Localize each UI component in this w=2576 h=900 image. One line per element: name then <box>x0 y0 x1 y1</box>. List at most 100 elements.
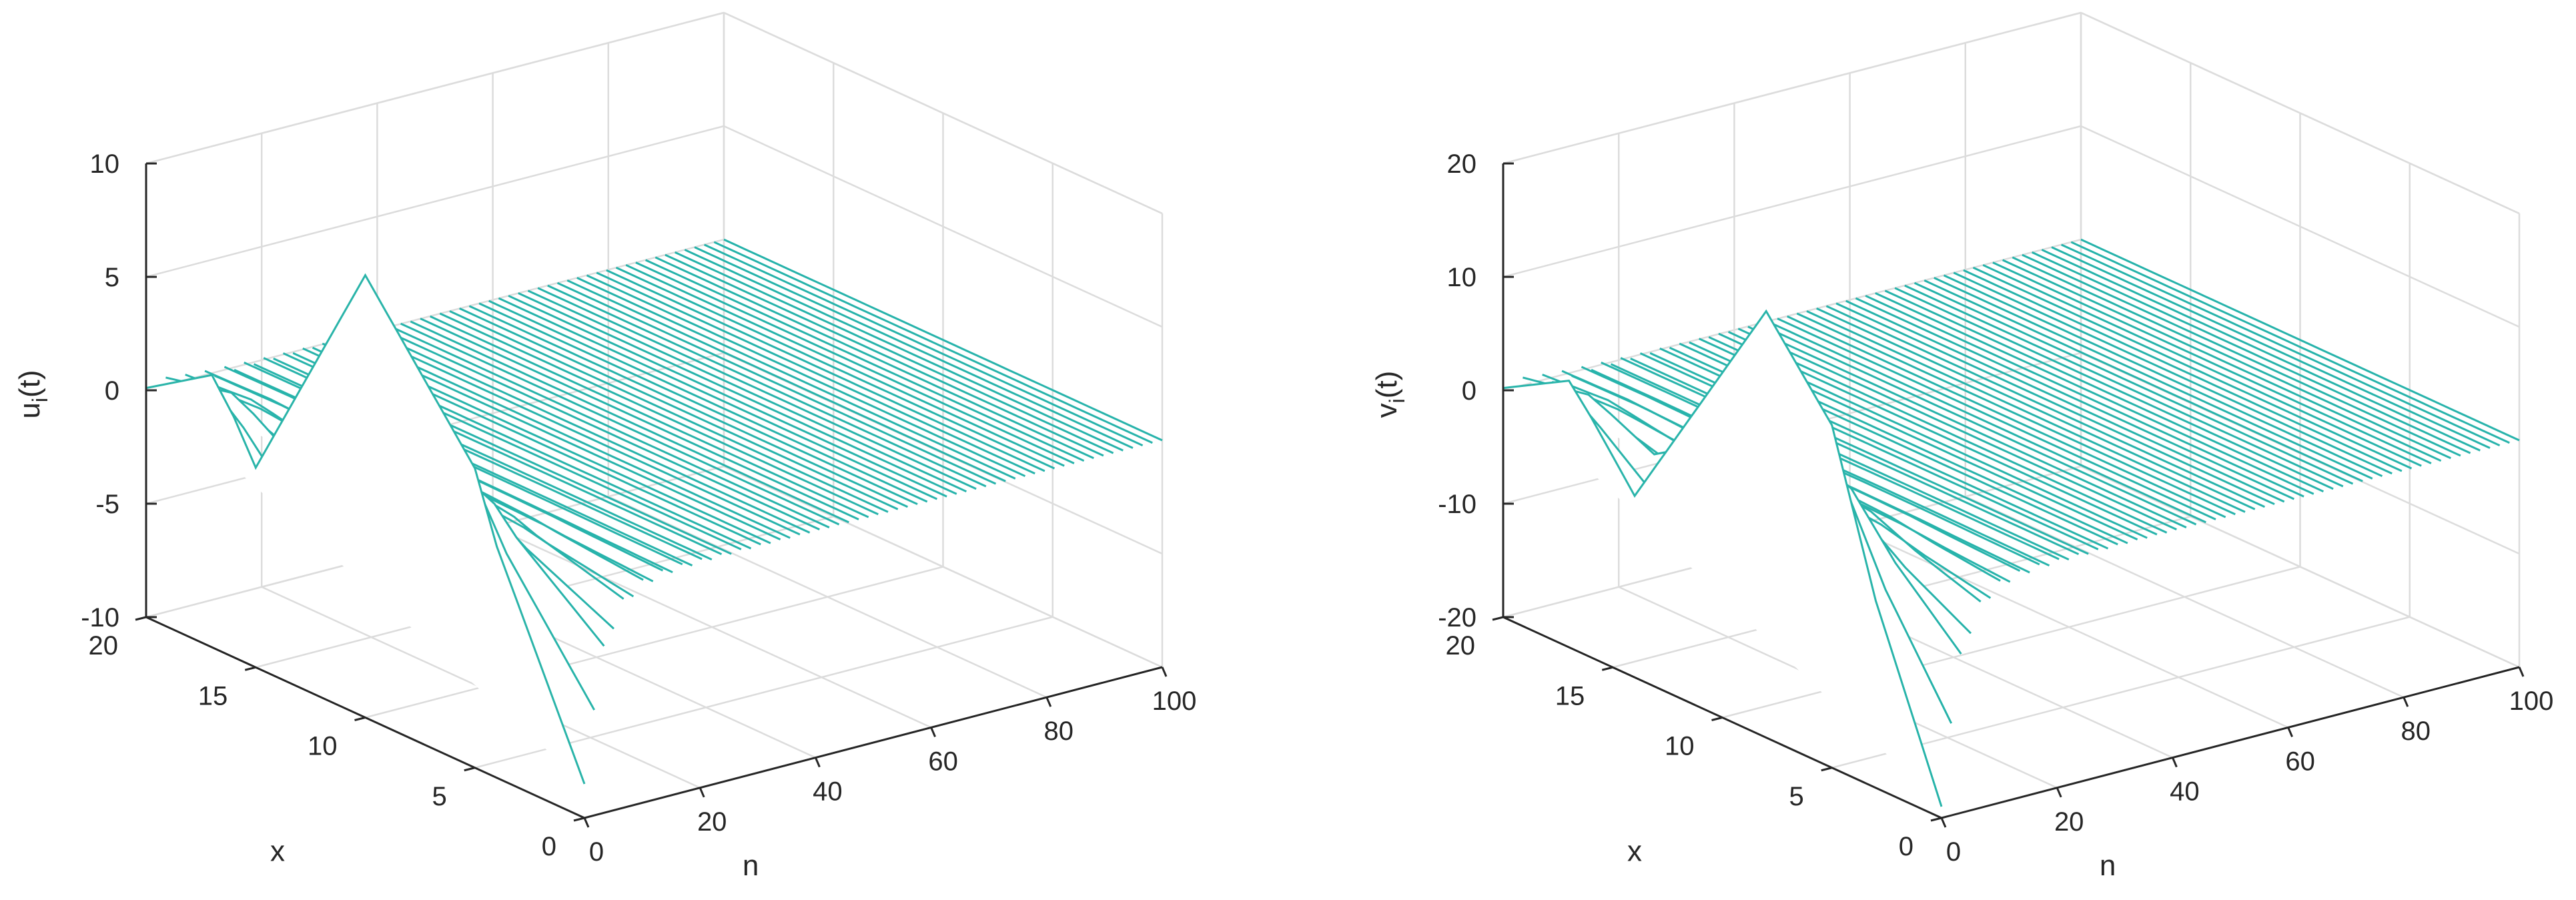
n-tick-label: 80 <box>2401 717 2431 746</box>
series-line <box>1502 309 1943 807</box>
series-line <box>1875 292 2314 495</box>
series-line <box>645 259 1085 462</box>
series-line <box>478 302 918 506</box>
box-edge <box>145 11 725 165</box>
series-line <box>1982 264 2422 467</box>
series-line <box>518 292 957 495</box>
n-tick-label: 100 <box>2509 687 2554 716</box>
grid-line <box>1831 616 2411 769</box>
n-tick <box>1161 666 1168 677</box>
series-line <box>370 331 811 534</box>
z-axis-label: vi(t) <box>1370 371 1409 418</box>
series-line <box>1913 282 2354 485</box>
z-tick-label: -20 <box>1438 603 1476 632</box>
x-tick <box>1930 817 1942 822</box>
series-line <box>1747 326 2187 528</box>
x-tick <box>354 717 366 721</box>
x-tick-label: 10 <box>308 732 338 761</box>
series-line <box>1884 290 2324 493</box>
series-line <box>420 318 859 520</box>
series-line <box>1787 315 2226 518</box>
n-tick <box>1045 697 1052 707</box>
series-line <box>674 251 1114 454</box>
x-tick-label: 15 <box>198 681 228 711</box>
x-tick-label: 0 <box>1899 832 1913 861</box>
grid-line <box>2080 125 2520 328</box>
x-tick <box>464 767 476 772</box>
series-line <box>1825 305 2266 508</box>
series-line <box>1777 318 2216 520</box>
series-line <box>439 312 879 516</box>
n-tick <box>2518 666 2525 677</box>
series-line <box>537 287 977 490</box>
n-tick <box>583 817 590 828</box>
series-line <box>1855 297 2295 500</box>
n-axis-line <box>1941 666 2520 819</box>
series-line <box>694 246 1134 449</box>
grid-line <box>1502 238 2082 392</box>
series-line <box>655 256 1094 460</box>
n-tick-label: 20 <box>2054 807 2084 837</box>
series-line <box>1972 266 2413 470</box>
z-tick-label: 10 <box>1447 263 1477 292</box>
series-line <box>1816 307 2256 510</box>
n-axis-line <box>584 666 1163 819</box>
z-tick-label: 20 <box>1447 149 1477 179</box>
series-line <box>586 274 1026 478</box>
series-line <box>508 294 947 498</box>
n-tick <box>699 787 705 798</box>
x-axis-label: x <box>1627 835 1642 868</box>
x-tick <box>244 666 256 671</box>
series-line <box>2070 241 2510 444</box>
series-line <box>2002 259 2442 462</box>
series-line <box>615 266 1055 470</box>
series-line <box>1992 262 2432 464</box>
grid-line <box>2080 465 2520 668</box>
waterfall-series <box>1502 238 2520 807</box>
series-line <box>665 254 1104 457</box>
x-tick <box>1601 666 1613 671</box>
grid-line <box>723 125 1163 328</box>
n-tick <box>2172 757 2178 768</box>
series-line <box>468 305 909 508</box>
x-tick-label: 20 <box>89 631 119 660</box>
series-line <box>547 284 987 488</box>
series-line <box>2031 251 2471 454</box>
x-tick-label: 10 <box>1665 732 1695 761</box>
grid-line <box>1722 566 2300 719</box>
n-tick <box>2056 787 2062 798</box>
series-line <box>380 328 820 530</box>
z-tick-label: -10 <box>81 603 119 632</box>
series-line <box>145 273 586 785</box>
z-axis-label-main: v <box>1370 403 1403 418</box>
n-tick <box>2287 727 2293 737</box>
n-tick-label: 0 <box>589 837 604 867</box>
series-line <box>713 241 1153 444</box>
z-tick-label: 0 <box>105 376 119 406</box>
grid-line <box>365 566 943 719</box>
series-line <box>351 336 791 539</box>
x-tick <box>573 817 585 822</box>
waterfall-series <box>145 238 1163 785</box>
z-tick-label: 0 <box>1462 376 1476 406</box>
n-tick-label: 60 <box>2285 747 2315 776</box>
series-line <box>2012 256 2451 460</box>
z-tick-label: -5 <box>95 490 119 519</box>
n-axis-label: n <box>2100 849 2116 882</box>
box-edge <box>723 11 1163 215</box>
series-line <box>2041 248 2481 452</box>
series-line <box>566 279 1006 482</box>
series-line <box>1904 284 2344 488</box>
x-tick <box>1821 767 1833 772</box>
series-line <box>1963 269 2403 472</box>
grid-line <box>145 238 725 392</box>
z-tick-label: 5 <box>105 263 119 292</box>
z-tick-label: 10 <box>90 149 120 179</box>
series-line <box>723 238 1163 442</box>
n-tick-label: 80 <box>1044 717 1074 746</box>
series-line <box>2060 244 2501 447</box>
x-tick-label: 5 <box>1789 782 1804 811</box>
series-line <box>410 320 849 524</box>
